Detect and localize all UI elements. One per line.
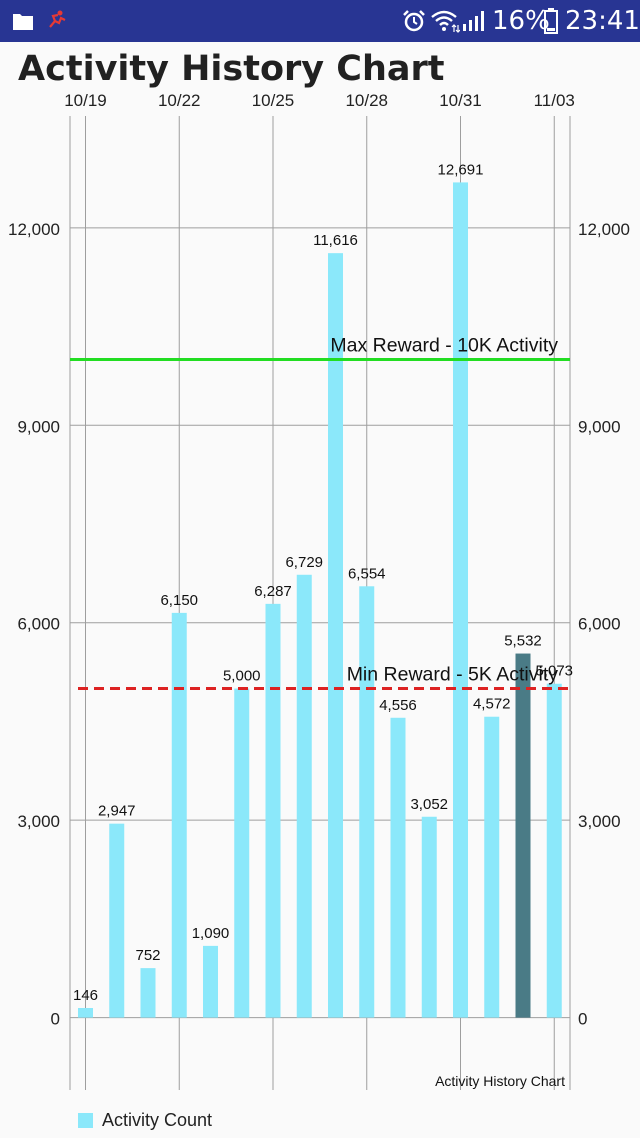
bar — [484, 716, 500, 1018]
bar-value-label: 6,287 — [254, 583, 292, 600]
chart-title: Activity History Chart — [18, 49, 445, 89]
y-tick-label-right: 3,000 — [578, 812, 621, 831]
bar — [421, 816, 437, 1018]
legend-swatch — [78, 1112, 93, 1128]
bar — [265, 603, 281, 1018]
y-tick-label-right: 9,000 — [578, 417, 621, 436]
bar-value-label: 3,052 — [410, 796, 448, 813]
bar — [109, 823, 125, 1018]
x-tick-label: 10/31 — [439, 91, 482, 110]
bar — [234, 688, 250, 1018]
bar-value-label: 752 — [135, 947, 160, 964]
min-reward-limit-label: Min Reward - 5K Activity — [347, 664, 559, 686]
x-tick-label: 10/25 — [252, 91, 295, 110]
bar — [328, 253, 343, 1018]
app-notification-icon — [49, 10, 66, 28]
battery-percent: 16% — [492, 6, 550, 36]
bar-value-label: 6,554 — [348, 565, 386, 582]
y-tick-label-left: 3,000 — [17, 812, 60, 831]
x-tick-label: 10/22 — [158, 91, 201, 110]
legend-label: Activity Count — [102, 1109, 213, 1130]
signal-icon — [463, 11, 484, 31]
x-tick-label: 10/28 — [345, 91, 388, 110]
bar-value-label: 2,947 — [98, 803, 136, 820]
bar-value-label: 6,150 — [160, 592, 198, 609]
bar-value-label: 6,729 — [285, 554, 323, 571]
bar — [140, 968, 156, 1018]
y-tick-label-left: 6,000 — [17, 615, 60, 634]
bar-value-label: 1,090 — [192, 925, 230, 942]
bar-value-label: 5,532 — [504, 633, 542, 650]
y-tick-label-right: 6,000 — [578, 615, 621, 634]
bar — [515, 653, 531, 1018]
bar-value-label: 5,073 — [535, 663, 573, 680]
y-tick-label-left: 0 — [51, 1010, 60, 1029]
y-tick-label-right: 12,000 — [578, 220, 630, 239]
status-clock: 23:41 — [565, 6, 640, 36]
y-tick-label-left: 9,000 — [17, 417, 60, 436]
bar — [359, 586, 375, 1018]
status-bar: 16% 23:41 — [0, 0, 640, 42]
bar — [171, 612, 187, 1018]
bar — [203, 945, 218, 1018]
x-tick-label: 11/03 — [534, 91, 575, 110]
bar — [453, 182, 468, 1018]
bar-chart: 0 0 3,000 3,000 6,000 6,000 9,000 9,000 12,000 12… — [8, 91, 630, 1090]
alarm-icon — [403, 10, 425, 32]
wifi-icon — [431, 10, 460, 33]
bar — [546, 683, 562, 1018]
chart-description-label: Activity History Chart — [435, 1073, 565, 1089]
bar — [78, 1007, 93, 1018]
y-tick-label-left: 12,000 — [8, 220, 60, 239]
bar-value-label: 11,616 — [313, 232, 358, 249]
max-reward-limit-label: Max Reward - 10K Activity — [330, 335, 558, 357]
bar-value-label: 12,691 — [438, 161, 484, 178]
bar-value-label: 146 — [73, 987, 98, 1004]
bar — [296, 574, 312, 1018]
bar-value-label: 4,556 — [379, 697, 417, 714]
y-tick-label-right: 0 — [578, 1010, 587, 1029]
bar-value-label: 4,572 — [473, 696, 511, 713]
battery-icon — [544, 8, 558, 34]
chart-legend: Activity Count — [78, 1108, 212, 1132]
x-tick-label: 10/19 — [64, 91, 107, 110]
folder-icon — [13, 14, 33, 30]
bar-value-label: 5,000 — [223, 668, 261, 685]
bar — [390, 717, 406, 1018]
